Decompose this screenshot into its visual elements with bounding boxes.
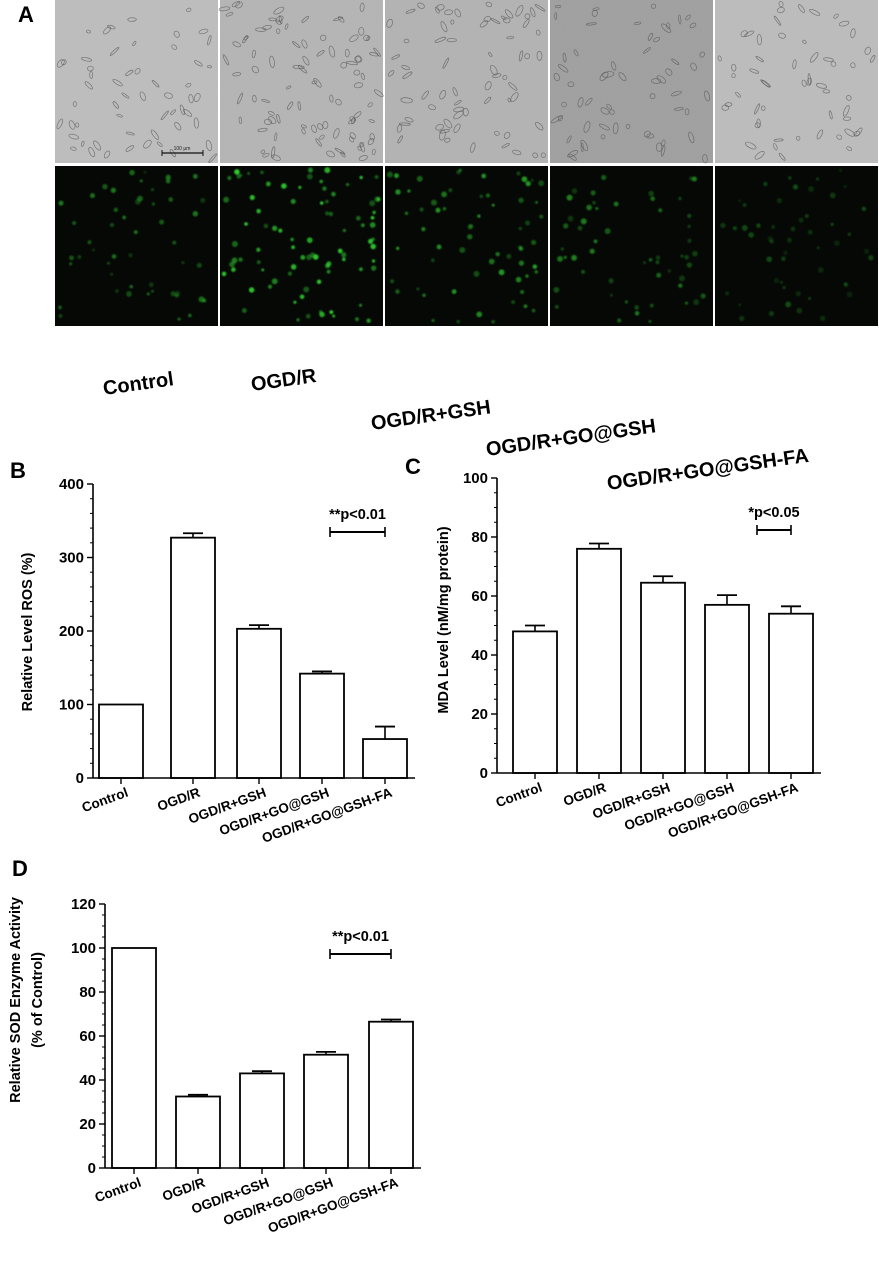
bar — [640, 581, 686, 774]
bar — [236, 627, 282, 779]
significance-label: *p<0.05 — [748, 505, 799, 521]
group-label-ogdr-go-gsh-fa: OGD/R+GO@GSH-FA — [606, 445, 811, 495]
y-tick-label: 80 — [79, 984, 96, 1001]
group-label-ogdr-go-gsh: OGD/R+GO@GSH — [485, 415, 658, 461]
y-tick-label: 20 — [79, 1116, 96, 1133]
error-bar — [781, 605, 801, 614]
y-tick-label: 20 — [471, 706, 488, 723]
brightfield-image: 100 μm — [55, 0, 218, 163]
y-tick-label: 60 — [471, 588, 488, 605]
error-bar — [381, 1018, 401, 1022]
error-bar — [717, 594, 737, 605]
y-tick-label: 40 — [471, 647, 488, 664]
x-tick-label: Control — [80, 785, 130, 816]
bar — [111, 947, 157, 1169]
significance-label: **p<0.01 — [329, 507, 386, 523]
brightfield-image — [715, 0, 878, 163]
group-label-ogdr-gsh: OGD/R+GSH — [370, 396, 492, 435]
y-tick-label: 400 — [59, 476, 84, 493]
y-tick-label: 80 — [471, 529, 488, 546]
y-tick-label: 0 — [88, 1160, 96, 1177]
y-axis-title: (% of Control) — [30, 952, 46, 1048]
bar — [175, 1095, 221, 1169]
y-tick-label: 300 — [59, 550, 84, 567]
y-tick-label: 200 — [59, 623, 84, 640]
brightfield-image — [218, 0, 384, 163]
error-bar — [252, 1070, 272, 1074]
bar — [170, 536, 216, 779]
error-bar — [525, 624, 545, 632]
fluorescence-image — [715, 166, 878, 326]
error-bar — [316, 1050, 336, 1055]
panel-letter-d: D — [12, 856, 28, 881]
y-tick-label: 100 — [463, 470, 488, 487]
y-tick-label: 120 — [71, 896, 96, 913]
panel-letter-c: C — [405, 454, 421, 479]
scale-bar: 100 μm — [161, 146, 204, 156]
group-label-control: Control — [102, 368, 175, 400]
panel-a: A 100 μm Control OGD/R OGD/R+GSH OGD/R+G… — [18, 0, 878, 495]
y-axis-title: Relative Level ROS (%) — [20, 552, 36, 711]
error-bar — [188, 1093, 208, 1097]
error-bar — [183, 532, 203, 538]
fluorescence-image — [220, 166, 383, 326]
error-bar — [375, 725, 395, 740]
brightfield-image — [385, 0, 548, 163]
y-axis-title: MDA Level (nM/mg protein) — [436, 526, 452, 713]
error-bar — [653, 575, 673, 583]
x-tick-label: Control — [494, 780, 544, 811]
group-labels: Control OGD/R OGD/R+GSH OGD/R+GO@GSH OGD… — [102, 365, 811, 495]
y-axis-title: Relative SOD Enzyme Activity — [8, 897, 24, 1103]
bar — [98, 703, 144, 779]
bar — [299, 672, 345, 779]
error-bar — [312, 670, 332, 674]
brightfield-image — [550, 0, 713, 164]
y-tick-label: 100 — [59, 697, 84, 714]
significance-bracket: *p<0.05 — [748, 505, 800, 535]
bar — [704, 603, 750, 774]
bar — [512, 630, 558, 774]
significance-label: **p<0.01 — [332, 929, 389, 945]
x-tick-label: Control — [93, 1175, 143, 1206]
bar — [362, 738, 408, 779]
error-bar — [589, 542, 609, 549]
y-tick-label: 0 — [76, 770, 84, 787]
panel-letter-a: A — [18, 2, 34, 27]
group-label-ogdr: OGD/R — [250, 365, 319, 396]
scale-bar-label: 100 μm — [174, 146, 191, 152]
y-tick-label: 40 — [79, 1072, 96, 1089]
fluorescence-image — [550, 166, 713, 326]
y-tick-label: 60 — [79, 1028, 96, 1045]
significance-bracket: **p<0.01 — [329, 929, 392, 959]
y-tick-label: 0 — [480, 765, 488, 782]
bar — [239, 1072, 285, 1169]
bar — [768, 612, 814, 774]
micrograph-grid: 100 μm — [55, 0, 878, 326]
panel-letter-b: B — [10, 458, 26, 483]
significance-bracket: **p<0.01 — [329, 507, 386, 537]
bar — [368, 1020, 414, 1169]
bar — [576, 547, 622, 774]
error-bar — [249, 624, 269, 629]
fluorescence-image — [55, 166, 218, 326]
bar — [303, 1053, 349, 1169]
fluorescence-image — [385, 166, 548, 326]
y-tick-label: 100 — [71, 940, 96, 957]
